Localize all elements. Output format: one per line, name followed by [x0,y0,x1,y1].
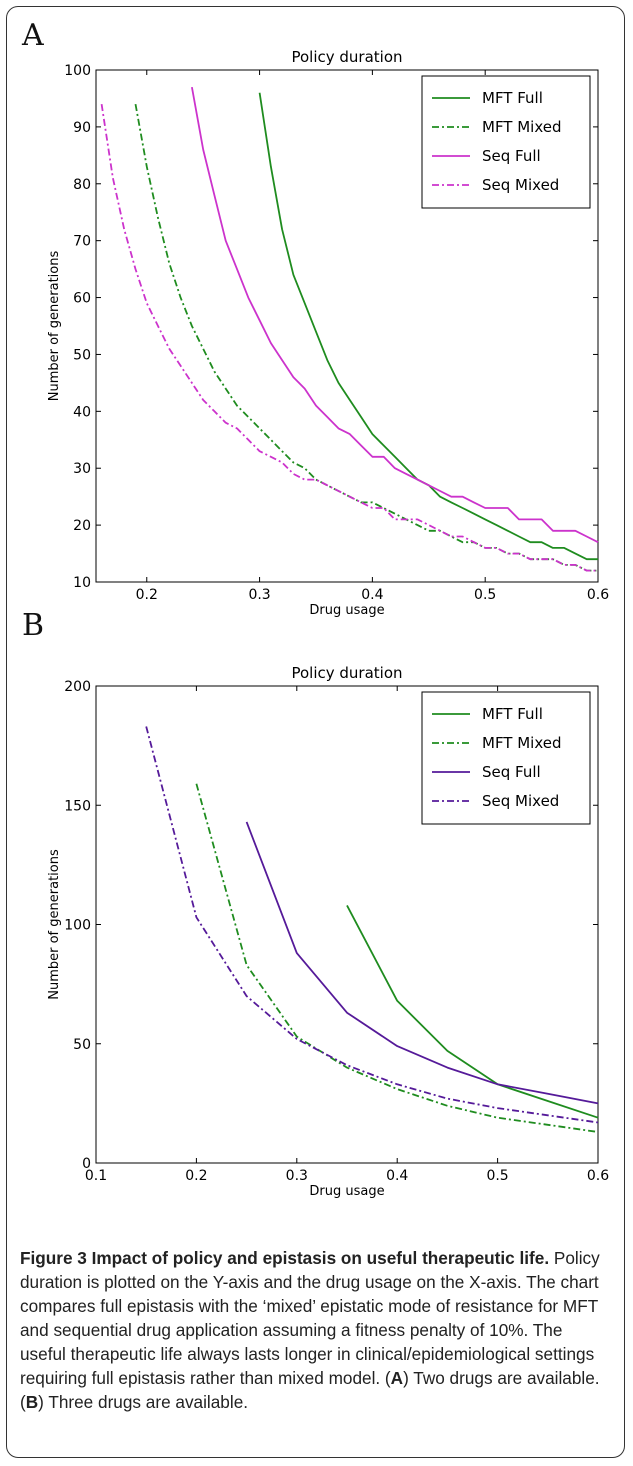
y-tick-label: 100 [64,918,91,934]
x-tick-label: 0.3 [286,1168,308,1184]
chart-title: Policy duration [291,664,402,682]
y-tick-label: 30 [73,461,91,477]
y-tick-label: 0 [82,1156,91,1172]
y-tick-label: 150 [64,798,91,814]
chart-a: Policy duration 0.2 0.3 0.4 0.5 0.6 10 20 30 40 50… [47,48,609,618]
x-tick-label: 0.5 [486,1168,508,1184]
series-line-seq-full [245,821,599,1105]
caption-ref-b: B [25,1392,39,1412]
y-tick-label: 80 [73,177,91,193]
legend-label-seq-mixed: Seq Mixed [482,176,559,194]
legend-label-seq-full: Seq Full [482,147,541,165]
series-line-seq-full [191,86,599,544]
series-line-seq-mixed [100,103,598,572]
caption-text-3: ) Three drugs are available. [38,1392,249,1412]
legend-label-mft-mixed: MFT Mixed [482,734,562,752]
legend-label-seq-mixed: Seq Mixed [482,792,559,810]
x-tick-label: 0.1 [85,1168,107,1184]
chart-title: Policy duration [291,48,402,66]
y-tick-label: 90 [73,120,91,136]
y-tick-label: 20 [73,518,91,534]
legend-label-mft-mixed: MFT Mixed [482,118,562,136]
series-line-mft-full [346,904,599,1119]
y-axis-label: Number of generations [47,251,62,402]
y-tick-label: 50 [73,1037,91,1053]
figure-frame [6,6,625,1458]
legend-label-mft-full: MFT Full [482,89,543,107]
figure-caption: Figure 3 Impact of policy and epistasis … [20,1246,610,1414]
x-tick-label: 0.4 [361,587,383,603]
x-tick-label: 0.3 [248,587,270,603]
x-tick-label: 0.2 [136,587,158,603]
chart-b: Policy duration 0.1 0.2 0.3 0.4 0.5 0.6 0 50 100 1… [47,664,609,1199]
caption-text-1: Policy duration is plotted on the Y-axis… [20,1248,600,1388]
series-line-mft-mixed [134,103,598,572]
y-tick-label: 70 [73,234,91,250]
x-tick-label: 0.2 [185,1168,207,1184]
y-axis-label: Number of generations [47,849,62,1000]
x-tick-label: 0.6 [587,587,609,603]
y-tick-label: 100 [64,63,91,79]
x-tick-label: 0.5 [474,587,496,603]
y-tick-label: 40 [73,404,91,420]
series-line-seq-mixed [145,726,599,1124]
panel-label-b: B [22,608,45,643]
x-tick-label: 0.4 [386,1168,408,1184]
x-axis-label: Drug usage [309,1184,384,1199]
y-tick-label: 50 [73,347,91,363]
legend-label-seq-full: Seq Full [482,763,541,781]
y-tick-label: 200 [64,679,91,695]
y-tick-label: 60 [73,291,91,307]
series-line-mft-mixed [195,783,599,1133]
caption-title: Figure 3 Impact of policy and epistasis … [20,1248,550,1268]
x-tick-label: 0.6 [587,1168,609,1184]
caption-text-2: ) Two drugs are available. ( [20,1368,600,1412]
y-tick-label: 10 [73,575,91,591]
legend-label-mft-full: MFT Full [482,705,543,723]
panel-label-a: A [22,18,44,53]
x-axis-label: Drug usage [309,603,384,618]
caption-ref-a: A [390,1368,404,1388]
